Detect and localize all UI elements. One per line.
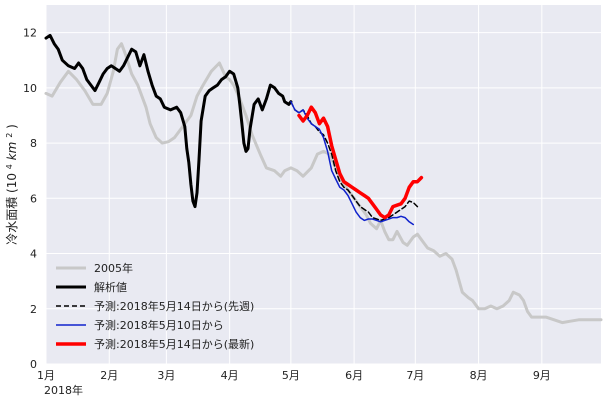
y-tick-label: 0 xyxy=(30,358,37,371)
y-tick-label: 10 xyxy=(23,82,37,95)
series-line-y2005 xyxy=(44,42,603,325)
y-tick-label: 8 xyxy=(30,137,37,150)
legend-label: 予測:2018年5月14日から(最新) xyxy=(94,337,254,351)
legend-label: 予測:2018年5月10日から xyxy=(94,318,224,332)
series-lines xyxy=(44,33,603,325)
x-axis-year-label: 2018年 xyxy=(44,383,83,397)
y-axis-label-unit-close: ) xyxy=(5,124,19,129)
y-axis-label-unit-exp2: 2 xyxy=(5,133,14,138)
y-tick-label: 6 xyxy=(30,192,37,205)
y-axis-label: 冷水面積 (10 4 km 2 ) xyxy=(4,124,19,245)
y-tick-label: 2 xyxy=(30,303,37,316)
y-tick-label: 12 xyxy=(23,27,37,40)
x-tick-label: 4月 xyxy=(221,369,239,382)
y-axis-label-unit-mid: km xyxy=(5,142,19,161)
series-line-forecast_latest xyxy=(297,105,424,220)
x-tick-label: 1月 xyxy=(37,369,55,382)
x-tick-label: 7月 xyxy=(406,369,424,382)
y-axis-label-prefix: 冷水面積 xyxy=(4,197,19,245)
legend-label: 予測:2018年5月14日から(先週) xyxy=(94,299,254,313)
y-axis-ticks: 0 2 4 6 8 10 12 xyxy=(23,27,37,371)
y-axis-label-unit-open: (10 xyxy=(5,173,19,193)
x-tick-label: 3月 xyxy=(157,369,175,382)
legend-label: 解析値 xyxy=(94,280,127,294)
x-axis-ticks: 1月 2月 3月 4月 5月 6月 7月 8月 9月 xyxy=(37,369,551,382)
y-tick-label: 4 xyxy=(30,248,37,261)
y-axis-label-unit-exp: 4 xyxy=(5,164,14,169)
x-tick-label: 5月 xyxy=(282,369,300,382)
x-tick-label: 2月 xyxy=(100,369,118,382)
series-line-forecast_0510 xyxy=(290,100,415,226)
legend-label: 2005年 xyxy=(94,261,133,275)
x-tick-label: 6月 xyxy=(345,369,363,382)
grid-lines xyxy=(45,5,601,365)
series-line-analysis xyxy=(44,33,293,209)
x-tick-label: 9月 xyxy=(533,369,551,382)
x-tick-label: 8月 xyxy=(470,369,488,382)
